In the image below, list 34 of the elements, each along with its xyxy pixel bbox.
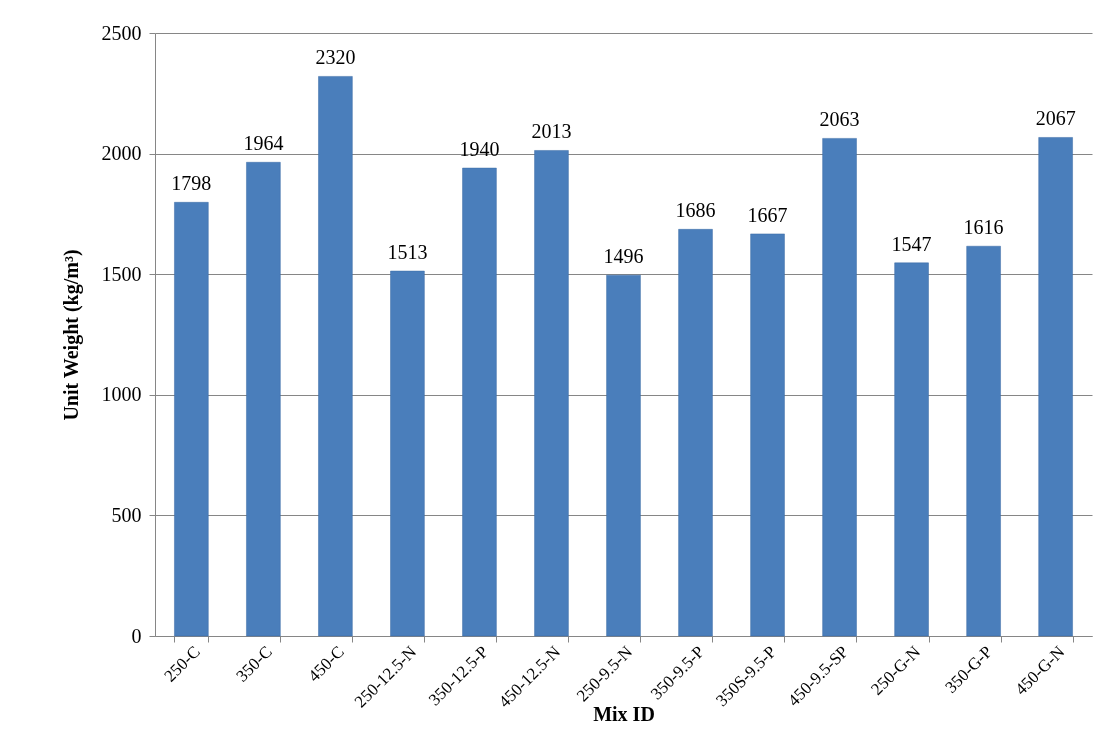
bar: [318, 76, 353, 637]
bar: [390, 270, 425, 637]
bar: [750, 233, 785, 637]
data-label: 1547: [891, 232, 932, 255]
bar: [678, 229, 713, 637]
data-label: 1513: [387, 241, 428, 264]
data-label: 2013: [531, 120, 572, 143]
bar: [1038, 137, 1073, 637]
y-tick-label: 2000: [101, 142, 142, 165]
data-label: 2063: [819, 108, 860, 131]
y-tick-label: 1000: [101, 383, 142, 406]
data-label: 1940: [459, 138, 500, 161]
x-axis-title: Mix ID: [593, 702, 655, 725]
data-label: 1964: [243, 132, 284, 155]
y-tick-label: 2500: [101, 21, 142, 44]
y-tick-label: 1500: [101, 262, 142, 285]
y-axis-title: Unit Weight (kg/m³): [59, 249, 83, 421]
bar: [534, 150, 569, 637]
bar: [174, 202, 209, 637]
bar: [606, 274, 641, 637]
bar: [246, 162, 281, 637]
data-label: 1616: [963, 216, 1004, 239]
data-label: 2067: [1035, 107, 1076, 130]
data-label: 1798: [171, 172, 212, 195]
bar: [966, 245, 1001, 637]
bar: [822, 138, 857, 637]
data-label: 1496: [603, 245, 644, 268]
bar: [894, 262, 929, 637]
data-label: 1667: [747, 203, 788, 226]
bar: [462, 167, 497, 637]
y-tick-label: 0: [131, 624, 142, 647]
y-tick-label: 500: [111, 503, 142, 526]
data-label: 2320: [315, 46, 356, 69]
data-label: 1686: [675, 199, 716, 222]
